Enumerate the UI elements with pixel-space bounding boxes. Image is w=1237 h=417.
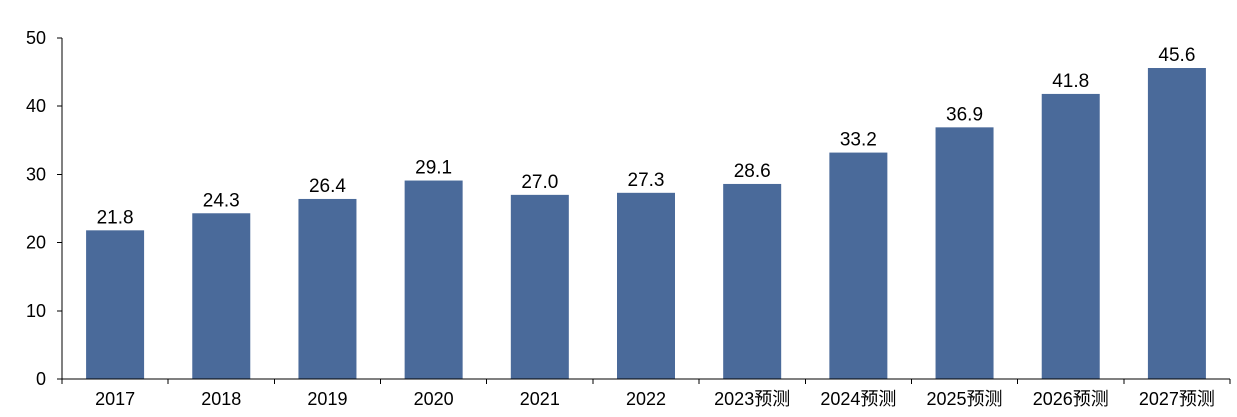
x-tick-label: 2024预测 (820, 389, 896, 409)
bar-value-label: 41.8 (1052, 71, 1089, 92)
bar (617, 192, 675, 379)
bar-value-label: 28.6 (734, 161, 771, 182)
bar-value-label: 21.8 (97, 207, 134, 228)
bar-value-label: 33.2 (840, 130, 877, 151)
bar (829, 152, 888, 379)
bar-value-label: 29.1 (415, 158, 452, 179)
x-axis: 2017 2018 2019 2020 2021 2022 2023预测 2024预测 2025… (61, 378, 1231, 409)
bar-value-label: 27.0 (521, 172, 558, 193)
x-tick-label: 2025预测 (927, 389, 1003, 409)
bar-value-label: 45.6 (1158, 45, 1195, 66)
bar (298, 198, 357, 379)
x-tick-label: 2022 (626, 389, 666, 409)
bar-value-label: 36.9 (946, 104, 983, 125)
x-tick-label: 2026预测 (1033, 389, 1109, 409)
data-labels: 21.8 24.3 26.4 29.1 27.0 27.3 28.6 33.2 36.9 41.8… (97, 45, 1196, 228)
bar (510, 194, 569, 379)
x-tick-label: 2019 (307, 389, 347, 409)
x-tick-label: 2017 (95, 389, 135, 409)
bar (192, 213, 251, 379)
y-axis: 0 10 20 30 40 50 (26, 28, 63, 389)
bar (935, 127, 994, 379)
bar (1041, 93, 1100, 379)
y-tick-label: 30 (26, 164, 46, 184)
bar (1147, 68, 1206, 380)
bar (86, 230, 145, 379)
bar-value-label: 24.3 (203, 190, 240, 211)
y-tick-label: 20 (26, 233, 46, 253)
x-tick-label: 2020 (414, 389, 454, 409)
y-tick-label: 40 (26, 96, 46, 116)
y-tick-label: 50 (26, 28, 46, 48)
y-tick-label: 10 (26, 301, 46, 321)
bar (404, 180, 463, 379)
x-tick-label: 2027预测 (1139, 389, 1215, 409)
bar-value-label: 26.4 (309, 176, 346, 197)
bar-value-label: 27.3 (628, 170, 665, 191)
bars (86, 68, 1206, 380)
y-tick-label: 0 (36, 369, 46, 389)
x-tick-label: 2023预测 (714, 389, 790, 409)
x-tick-label: 2021 (520, 389, 560, 409)
x-tick-label: 2018 (201, 389, 241, 409)
bar (723, 183, 782, 379)
